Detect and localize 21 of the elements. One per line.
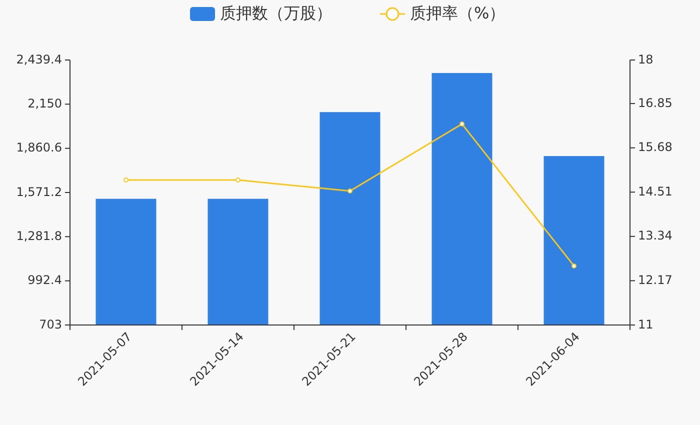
y-tick-label: 703	[39, 317, 62, 332]
y2-tick-label: 14.51	[638, 184, 672, 198]
y-tick-label: 1,571.2	[16, 184, 62, 199]
point	[460, 121, 464, 126]
y2-tick-label: 15.68	[638, 140, 672, 154]
y2-tick-label: 12.17	[638, 272, 672, 287]
y-tick-label: 2,150	[28, 96, 62, 110]
point	[236, 178, 240, 183]
y2-tick-label: 13.34	[638, 228, 672, 243]
legend-label: 质押率（%）	[410, 3, 506, 22]
y-tick-label: 992.4	[28, 273, 62, 288]
y2-tick-label: 18	[638, 52, 654, 66]
legend-label: 质押数（万股）	[220, 3, 332, 22]
y-tick-label: 2,439.4	[16, 52, 62, 66]
y-tick-label: 1,860.6	[16, 140, 62, 155]
point	[348, 188, 352, 194]
y2-tick-label: 16.85	[638, 96, 672, 110]
point	[124, 178, 128, 183]
point	[572, 263, 576, 268]
y-tick-label: 1,281.8	[16, 228, 62, 243]
y2-tick-label: 11	[638, 317, 654, 332]
